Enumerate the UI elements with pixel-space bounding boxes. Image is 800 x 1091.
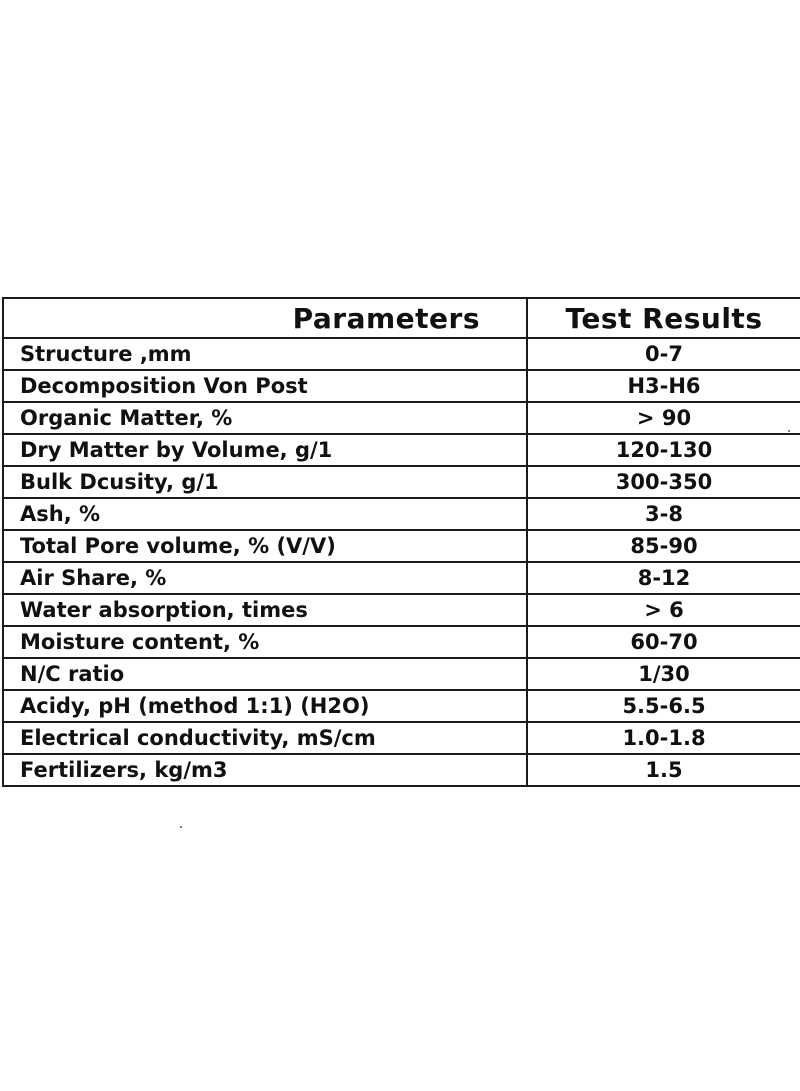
table-row: Water absorption, times > 6 xyxy=(2,593,800,627)
parameter-cell: Water absorption, times xyxy=(2,593,528,627)
result-cell: > 90 xyxy=(526,401,800,435)
parameter-cell: Moisture content, % xyxy=(2,625,528,659)
scan-speck xyxy=(180,826,182,828)
result-cell: 1.5 xyxy=(526,753,800,787)
parameter-cell: Bulk Dcusity, g/1 xyxy=(2,465,528,499)
parameters-table: Parameters Test Results Structure ,mm 0-… xyxy=(2,297,800,787)
parameter-cell: Dry Matter by Volume, g/1 xyxy=(2,433,528,467)
table-row: Structure ,mm 0-7 xyxy=(2,337,800,371)
result-cell: 0-7 xyxy=(526,337,800,371)
header-parameters: Parameters xyxy=(2,297,528,339)
result-cell: 60-70 xyxy=(526,625,800,659)
result-cell: 1/30 xyxy=(526,657,800,691)
parameter-cell: Fertilizers, kg/m3 xyxy=(2,753,528,787)
table-row: Decomposition Von Post H3-H6 xyxy=(2,369,800,403)
table-row: Air Share, % 8-12 xyxy=(2,561,800,595)
result-cell: 85-90 xyxy=(526,529,800,563)
table-row: Ash, % 3-8 xyxy=(2,497,800,531)
table-row: Dry Matter by Volume, g/1 120-130 xyxy=(2,433,800,467)
result-cell: 5.5-6.5 xyxy=(526,689,800,723)
result-cell: 1.0-1.8 xyxy=(526,721,800,755)
parameter-cell: Electrical conductivity, mS/cm xyxy=(2,721,528,755)
header-test-results: Test Results xyxy=(526,297,800,339)
parameter-cell: N/C ratio xyxy=(2,657,528,691)
parameter-cell: Ash, % xyxy=(2,497,528,531)
result-cell: 8-12 xyxy=(526,561,800,595)
result-cell: > 6 xyxy=(526,593,800,627)
table-header-row: Parameters Test Results xyxy=(2,297,800,339)
table-row: Organic Matter, % > 90 xyxy=(2,401,800,435)
parameter-cell: Decomposition Von Post xyxy=(2,369,528,403)
table-row: Fertilizers, kg/m3 1.5 xyxy=(2,753,800,787)
result-cell: H3-H6 xyxy=(526,369,800,403)
result-cell: 300-350 xyxy=(526,465,800,499)
table-row: Bulk Dcusity, g/1 300-350 xyxy=(2,465,800,499)
parameter-cell: Acidy, pH (method 1:1) (H2O) xyxy=(2,689,528,723)
parameter-cell: Air Share, % xyxy=(2,561,528,595)
table-row: Electrical conductivity, mS/cm 1.0-1.8 xyxy=(2,721,800,755)
table-row: Moisture content, % 60-70 xyxy=(2,625,800,659)
table-row: Acidy, pH (method 1:1) (H2O) 5.5-6.5 xyxy=(2,689,800,723)
parameter-cell: Total Pore volume, % (V/V) xyxy=(2,529,528,563)
table-row: Total Pore volume, % (V/V) 85-90 xyxy=(2,529,800,563)
table-row: N/C ratio 1/30 xyxy=(2,657,800,691)
parameter-cell: Organic Matter, % xyxy=(2,401,528,435)
result-cell: 3-8 xyxy=(526,497,800,531)
parameters-table-container: Parameters Test Results Structure ,mm 0-… xyxy=(2,297,800,787)
scan-speck xyxy=(788,430,790,432)
result-cell: 120-130 xyxy=(526,433,800,467)
parameter-cell: Structure ,mm xyxy=(2,337,528,371)
